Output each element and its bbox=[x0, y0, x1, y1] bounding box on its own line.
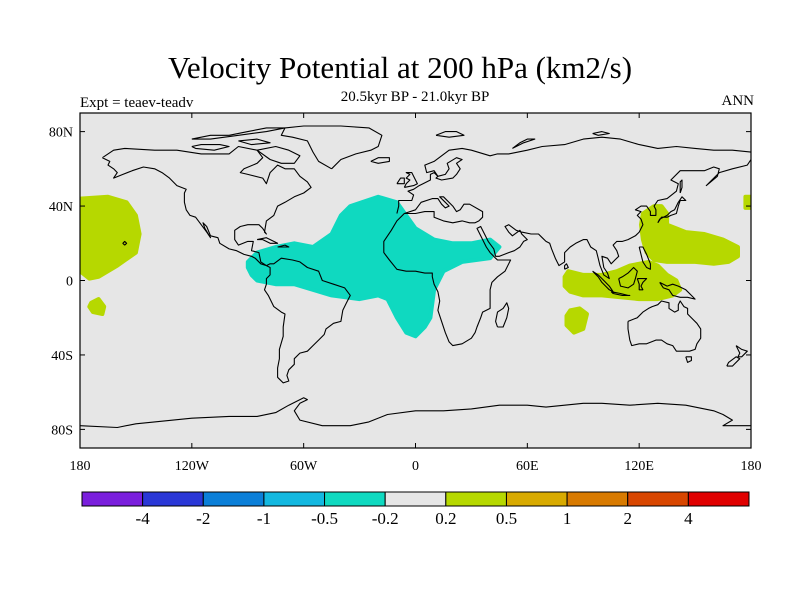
contour-north-pacific-positive bbox=[80, 194, 142, 281]
lon-tick-label: 0 bbox=[412, 459, 419, 474]
chart-subtitle: 20.5kyr BP - 21.0kyr BP bbox=[340, 89, 490, 105]
coastline bbox=[280, 125, 383, 170]
coastline bbox=[396, 136, 751, 214]
coastline bbox=[80, 397, 751, 429]
colorbar-label: -1 bbox=[257, 509, 271, 528]
coastline bbox=[383, 159, 751, 347]
latitude-axis: 80N 40N 0 40S 80S bbox=[49, 126, 751, 438]
colorbar-swatch bbox=[324, 491, 386, 507]
coastline bbox=[396, 177, 405, 185]
coastline bbox=[370, 157, 390, 164]
coastline bbox=[238, 138, 271, 146]
colorbar-label: -0.2 bbox=[372, 509, 399, 528]
colorbar-swatch bbox=[505, 491, 568, 507]
contour-layer bbox=[80, 194, 751, 339]
colorbar: -4 -2 -1 -0.5 -0.2 0.2 0.5 1 2 4 bbox=[81, 491, 750, 528]
coastline bbox=[564, 263, 569, 270]
coastline bbox=[679, 179, 683, 194]
coastline bbox=[256, 145, 301, 164]
coastline bbox=[512, 138, 536, 149]
coastline bbox=[657, 196, 687, 224]
lat-tick-label: 80N bbox=[49, 126, 73, 141]
lat-tick-label: 80S bbox=[51, 423, 73, 438]
lon-tick-label: 120E bbox=[624, 459, 654, 474]
lon-tick-label: 120W bbox=[175, 459, 210, 474]
coastline bbox=[627, 300, 702, 352]
experiment-label: Expt = teaev-teadv bbox=[80, 95, 194, 111]
coastline bbox=[618, 266, 638, 289]
colorbar-swatch bbox=[384, 491, 447, 507]
lat-tick-label: 0 bbox=[66, 275, 73, 290]
coastline bbox=[256, 237, 279, 244]
colorbar-swatch bbox=[687, 491, 750, 507]
coastline bbox=[735, 345, 748, 358]
lon-tick-label: 60E bbox=[516, 459, 539, 474]
contour-south-pacific-positive bbox=[87, 297, 107, 316]
coastline bbox=[403, 172, 418, 188]
lat-tick-label: 40N bbox=[49, 200, 73, 215]
chart-title: Velocity Potential at 200 hPa (km2/s) bbox=[167, 50, 633, 85]
colorbar-swatch bbox=[627, 491, 689, 507]
coastline bbox=[122, 240, 128, 246]
colorbar-swatch bbox=[566, 491, 629, 507]
colorbar-label: 0.5 bbox=[496, 509, 517, 528]
coastline bbox=[102, 145, 351, 384]
coastline bbox=[685, 356, 692, 363]
lat-tick-label: 40S bbox=[51, 349, 73, 364]
lon-tick-label: 60W bbox=[290, 459, 318, 474]
lon-tick-label: 180 bbox=[70, 459, 91, 474]
colorbar-label: 0.2 bbox=[435, 509, 456, 528]
colorbar-swatch bbox=[202, 491, 265, 507]
contour-indian-ocean-positive bbox=[562, 259, 683, 302]
coastline bbox=[592, 270, 614, 293]
coastline bbox=[610, 291, 631, 296]
coastline bbox=[726, 356, 741, 367]
contour-western-pacific-positive bbox=[639, 204, 740, 266]
coastline-layer bbox=[80, 125, 751, 429]
contour-south-indian-positive bbox=[564, 306, 589, 335]
season-label: ANN bbox=[721, 93, 755, 109]
colorbar-label: 2 bbox=[623, 509, 632, 528]
coastline bbox=[659, 281, 696, 300]
colorbar-label: -0.5 bbox=[311, 509, 338, 528]
colorbar-label: 4 bbox=[684, 509, 693, 528]
coastline bbox=[636, 278, 648, 291]
contour-dateline-positive bbox=[743, 194, 751, 210]
colorbar-swatch bbox=[142, 491, 204, 507]
coastline bbox=[592, 131, 610, 136]
colorbar-label: -4 bbox=[136, 509, 151, 528]
coastline bbox=[191, 127, 286, 140]
coastline bbox=[191, 144, 230, 151]
colorbar-swatch bbox=[445, 491, 507, 507]
longitude-axis: 180 120W 60W 0 60E 120E 180 bbox=[70, 113, 762, 474]
colorbar-swatch bbox=[81, 491, 144, 507]
lon-tick-label: 180 bbox=[741, 459, 762, 474]
coastline bbox=[638, 246, 651, 270]
colorbar-swatch bbox=[263, 491, 326, 507]
colorbar-label: 1 bbox=[563, 509, 572, 528]
coastline bbox=[277, 244, 290, 248]
colorbar-label: -2 bbox=[196, 509, 210, 528]
coastline bbox=[495, 302, 510, 328]
coastline bbox=[435, 131, 465, 138]
contour-tropical-atlantic-negative bbox=[245, 194, 502, 339]
